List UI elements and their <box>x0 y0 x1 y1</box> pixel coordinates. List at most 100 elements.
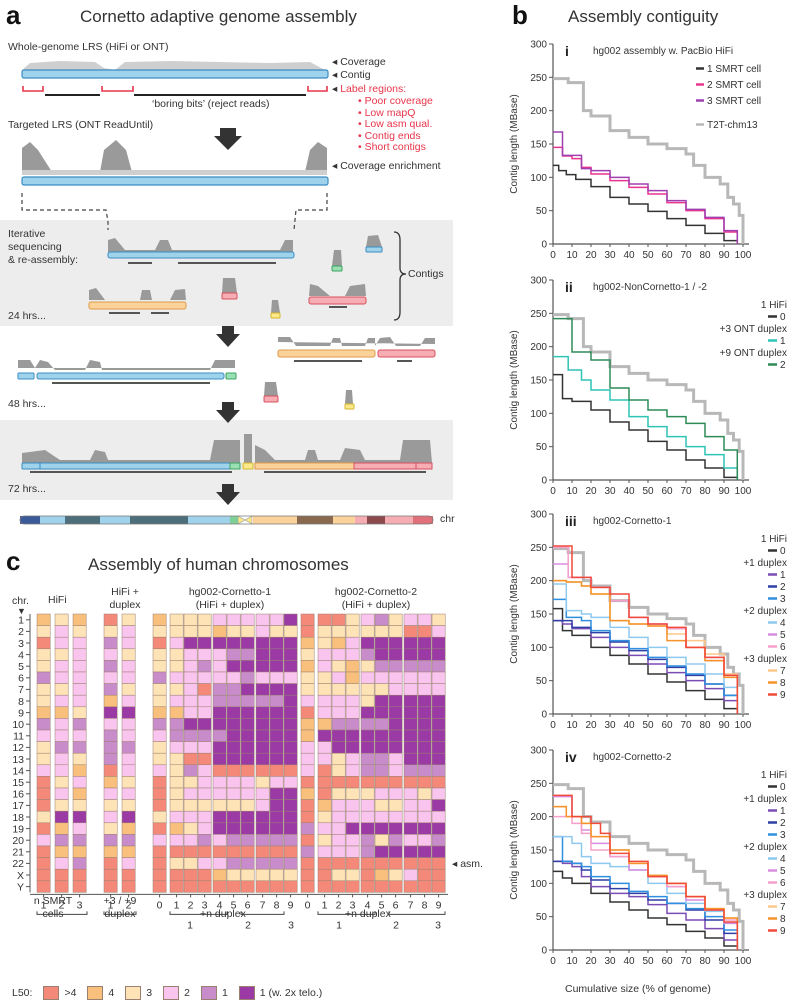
heatmap-cell <box>197 706 212 719</box>
heatmap-cell <box>317 822 332 835</box>
legend-label: 7 <box>780 902 786 913</box>
heatmap-cell <box>331 776 346 789</box>
y-axis-label: Contig length (MBase) <box>509 330 520 430</box>
heatmap-cell <box>345 729 360 742</box>
legend-swatch <box>200 986 217 1000</box>
column-tick-label: 7 <box>260 899 266 911</box>
heatmap-cell <box>226 822 241 835</box>
heatmap-cell <box>374 845 389 858</box>
heatmap-cell <box>345 625 360 638</box>
heatmap-cell <box>388 706 403 719</box>
heatmap-cell <box>374 613 389 626</box>
y-tick-label: 250 <box>530 779 547 790</box>
x-tick-label: 40 <box>623 250 635 261</box>
column-tick-label: 2 <box>188 899 194 911</box>
label-reason: • Contig ends <box>358 129 421 142</box>
heatmap-cell <box>197 741 212 754</box>
heatmap-cell <box>417 625 432 638</box>
heatmap-cell <box>226 683 241 696</box>
heatmap-cell <box>121 822 136 835</box>
group-label-hifi-duplex: HiFi + duplex <box>109 586 141 611</box>
heatmap-cell <box>345 764 360 777</box>
heatmap-cell <box>197 845 212 858</box>
row-label: 12 <box>12 742 24 754</box>
heatmap-cell <box>183 822 198 835</box>
heatmap-cell <box>255 834 270 847</box>
heatmap-cell <box>269 845 284 858</box>
heatmap-cell <box>226 706 241 719</box>
heatmap-cell <box>360 822 375 835</box>
row-label: 7 <box>18 684 24 696</box>
heatmap-cell <box>431 810 446 824</box>
row-label: 8 <box>18 696 24 708</box>
heatmap-cell <box>103 660 118 673</box>
heatmap-cell <box>283 880 298 893</box>
heatmap-cell <box>152 648 167 661</box>
heatmap-cell <box>431 868 446 882</box>
y-tick-label: 0 <box>541 710 547 721</box>
row-label: 1 <box>18 615 24 627</box>
x-tick-label: 20 <box>585 720 597 731</box>
series-line <box>553 598 739 714</box>
heatmap-cell <box>152 845 167 858</box>
heatmap-cell <box>345 706 360 719</box>
heatmap-cell <box>54 764 69 777</box>
heatmap-cell <box>103 752 118 766</box>
legend-label: 1 <box>780 336 786 347</box>
row-label: 18 <box>12 812 24 824</box>
heatmap-cell <box>300 718 315 731</box>
heatmap-cell <box>183 683 198 696</box>
legend-label-regions: ◂ Label regions: <box>332 83 407 95</box>
series-line <box>553 545 739 714</box>
heatmap-cell <box>152 613 167 626</box>
heatmap-cell <box>240 776 255 789</box>
heatmap-cell <box>360 694 375 708</box>
heatmap-cell <box>226 810 241 824</box>
heatmap-cell <box>255 671 270 684</box>
heatmap-cell <box>317 718 332 731</box>
heatmap-cell <box>283 810 298 824</box>
heatmap-cell <box>197 868 212 882</box>
heatmap-cell <box>169 764 184 777</box>
heatmap-cell <box>54 741 69 754</box>
label-reason: • Low mapQ <box>358 106 416 119</box>
heatmap-cell <box>255 694 270 708</box>
legend-label: 1 <box>780 806 786 817</box>
heatmap-cell <box>72 764 87 777</box>
row-label: 20 <box>12 835 24 847</box>
column-tick-label: 4 <box>217 899 223 911</box>
heatmap-cell <box>212 822 227 835</box>
heatmap-cell <box>169 834 184 847</box>
heatmap-cell <box>197 857 212 870</box>
heatmap-cell <box>283 799 298 812</box>
heatmap-cell <box>403 834 418 847</box>
heatmap-cell <box>317 671 332 684</box>
y-tick-label: 300 <box>530 276 547 287</box>
heatmap-cell <box>403 636 418 650</box>
heatmap-cell <box>36 880 51 893</box>
heatmap-cell <box>417 752 432 766</box>
heatmap-cell <box>360 636 375 650</box>
heatmap-cell <box>374 834 389 847</box>
heatmap-cell <box>197 834 212 847</box>
heatmap-cell <box>103 718 118 731</box>
label-region-red <box>101 86 134 92</box>
heatmap-cell <box>197 822 212 835</box>
heatmap-cell <box>431 741 446 754</box>
heatmap-cell <box>121 764 136 777</box>
heatmap-cell <box>283 706 298 719</box>
heatmap-cell <box>183 613 198 626</box>
x-tick-label: 30 <box>604 956 616 967</box>
heatmap-cell <box>300 752 315 766</box>
y-tick-label: 50 <box>536 676 548 687</box>
y-tick-label: 300 <box>530 510 547 521</box>
legend-group-header: +2 duplex <box>743 842 787 853</box>
legend-label: 4 <box>780 854 786 865</box>
row-label: 5 <box>18 661 24 673</box>
heatmap-cell <box>345 741 360 754</box>
row-label: 6 <box>18 673 24 685</box>
heatmap-cell <box>226 799 241 812</box>
heatmap-cell <box>374 741 389 754</box>
x-tick-label: 70 <box>680 720 692 731</box>
chart-title: hg002 assembly w. PacBio HiFi <box>593 46 733 57</box>
